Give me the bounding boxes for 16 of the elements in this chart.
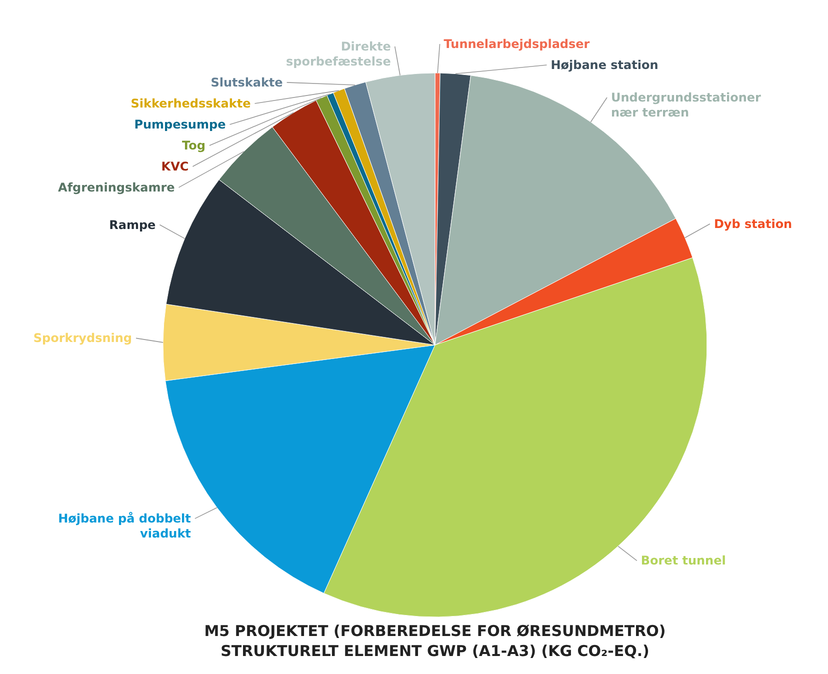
slice-label: Tog bbox=[182, 138, 206, 152]
text: M5 PROJEKTET (FORBEREDELSE FOR ØRESUNDMETRO) STRUKTURELT ELEMENT GWP (A1-A3) (KG CO₂-EQ.) bbox=[204, 622, 666, 660]
slice-label: Afgreningskamre bbox=[58, 180, 175, 194]
slice-label: Højbane station bbox=[550, 58, 658, 72]
slice-label: Undergrundsstationer nær terræn bbox=[611, 90, 762, 120]
slice-label: Sporkrydsning bbox=[33, 331, 132, 346]
slice-label: Højbane på dobbelt viadukt bbox=[58, 512, 192, 541]
slice-label: Slutskakte bbox=[210, 75, 283, 90]
slice-label: Boret tunnel bbox=[640, 554, 726, 568]
slice-label: Sikkerhedsskakte bbox=[130, 96, 251, 110]
slice-label: Pumpesumpe bbox=[134, 117, 226, 132]
slice-label: Rampe bbox=[109, 218, 156, 232]
slice-label: KVC bbox=[161, 159, 189, 174]
slice-label: Direkte sporbefæstelse bbox=[286, 39, 391, 68]
slice-label: Tunnelarbejdspladser bbox=[444, 37, 590, 52]
slice-label: Dyb station bbox=[714, 216, 792, 231]
